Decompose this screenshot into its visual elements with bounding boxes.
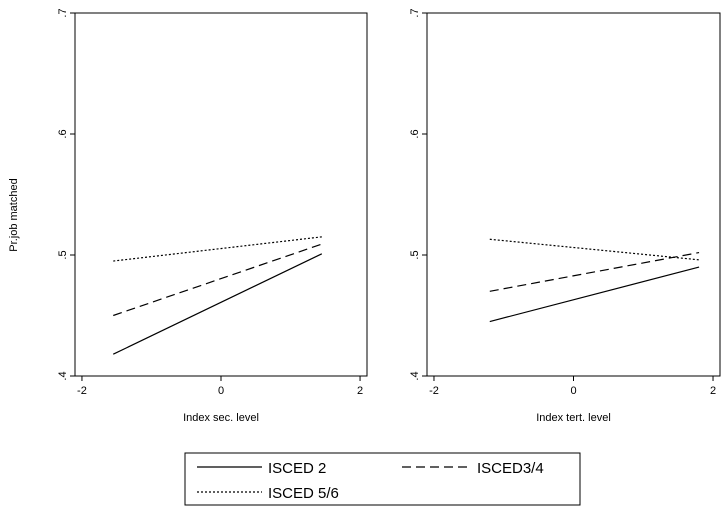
x-tick-label: 2 — [357, 385, 363, 397]
y-tick-label: .4 — [57, 371, 69, 380]
y-tick-label: .5 — [57, 250, 69, 259]
y-tick-label: .7 — [409, 8, 421, 17]
panel-tertiary-level: .4 .5 .6 .7 -2 0 2 Index tert. level — [409, 8, 721, 424]
x-tick-label: -2 — [77, 385, 87, 397]
plot-frame — [426, 12, 721, 377]
legend-label-isced2: ISCED 2 — [268, 460, 326, 477]
x-tick-label: 2 — [710, 385, 716, 397]
x-tick-label: -2 — [429, 385, 439, 397]
x-axis-title: Index tert. level — [536, 412, 611, 424]
panel-secondary-level: .4 .5 .6 .7 -2 0 2 Index sec. level — [57, 8, 368, 424]
y-tick-label: .7 — [57, 8, 69, 17]
series-line-isced-2 — [112, 253, 323, 355]
series-line-isced-2 — [489, 266, 700, 323]
legend-label-isced56: ISCED 5/6 — [268, 485, 339, 502]
x-axis-title: Index sec. level — [183, 412, 259, 424]
series-line-isced-5-6 — [489, 238, 700, 261]
y-tick-label: .6 — [57, 129, 69, 138]
y-tick-label: .4 — [409, 371, 421, 380]
x-tick-label: 0 — [218, 385, 224, 397]
series-line-isced-5-6 — [113, 236, 322, 262]
x-tick-label: 0 — [570, 385, 576, 397]
y-tick-label: .5 — [409, 250, 421, 259]
plot-frame — [74, 12, 368, 377]
legend: ISCED 2 ISCED3/4 ISCED 5/6 — [184, 452, 581, 506]
legend-label-isced34: ISCED3/4 — [477, 460, 544, 477]
series-line-isced3-4 — [113, 243, 323, 317]
y-tick-label: .6 — [409, 129, 421, 138]
y-axis-title: Pr.job matched — [8, 178, 20, 251]
legend-box — [184, 452, 581, 506]
series-line-isced3-4 — [489, 251, 700, 292]
